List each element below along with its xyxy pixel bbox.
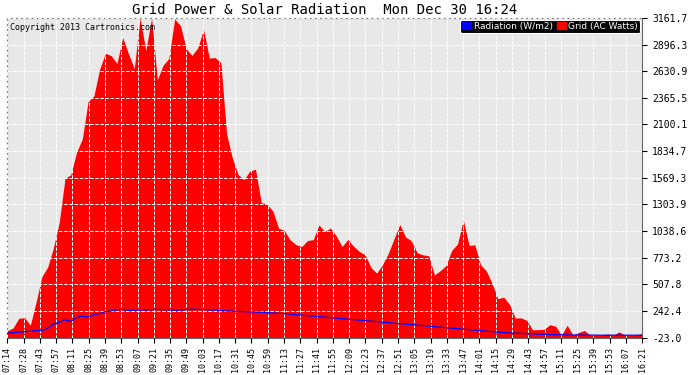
Text: Copyright 2013 Cartronics.com: Copyright 2013 Cartronics.com	[10, 23, 155, 32]
Legend: Radiation (W/m2), Grid (AC Watts): Radiation (W/m2), Grid (AC Watts)	[460, 20, 640, 33]
Title: Grid Power & Solar Radiation  Mon Dec 30 16:24: Grid Power & Solar Radiation Mon Dec 30 …	[132, 3, 518, 17]
